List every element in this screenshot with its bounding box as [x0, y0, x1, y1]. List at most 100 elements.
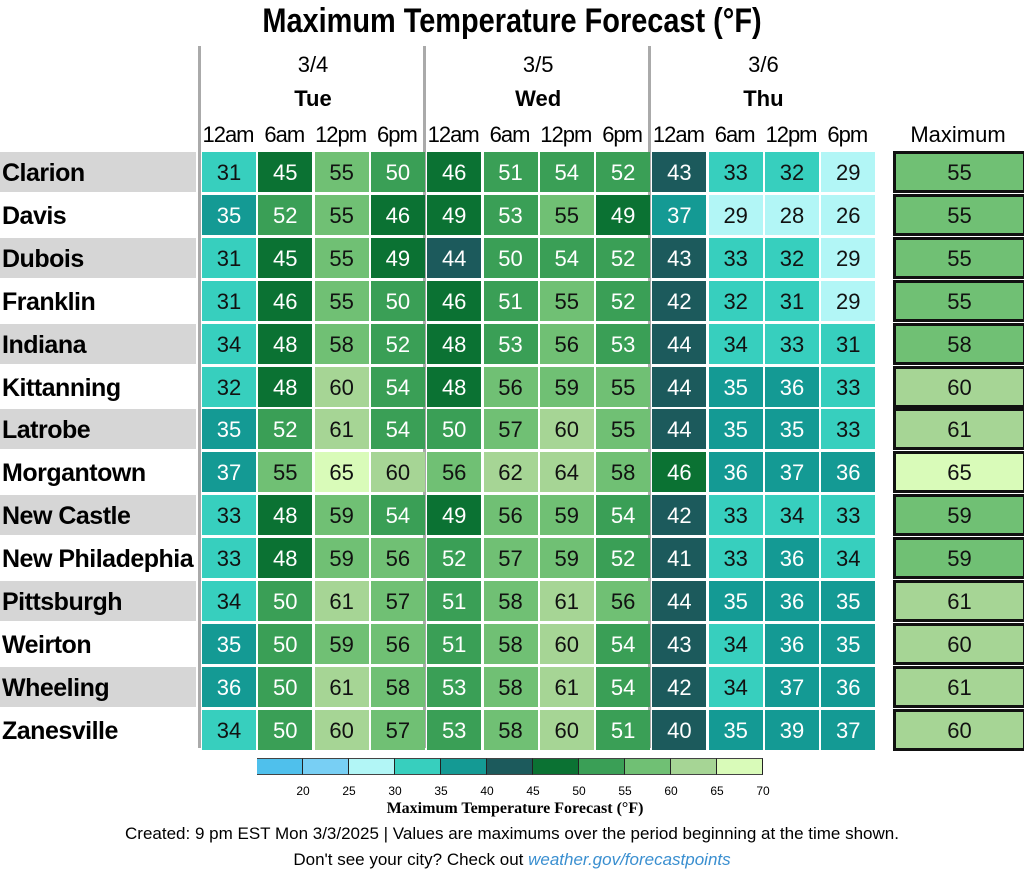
heatmap-cell: 54	[370, 366, 425, 407]
heatmap-cell: 56	[483, 495, 538, 536]
heatmap-cell: 34	[708, 323, 763, 364]
colorbar-swatch	[533, 758, 579, 775]
heatmap-cell: 40	[652, 709, 707, 750]
heatmap-cell: 32	[202, 366, 256, 407]
heatmap-cell: 60	[370, 452, 425, 493]
heatmap-cell: 43	[652, 152, 707, 192]
heatmap-cell: 44	[652, 409, 707, 450]
heatmap-cell: 50	[370, 152, 425, 192]
day-date: 3/4	[297, 52, 329, 77]
heatmap-cell: 64	[539, 452, 594, 493]
heatmap-cell: 46	[370, 194, 425, 235]
heatmap-cell: 60	[539, 409, 594, 450]
forecastpoints-link[interactable]: weather.gov/forecastpoints	[528, 850, 731, 869]
time-label: 12pm	[315, 122, 367, 147]
heatmap-cell: 57	[370, 709, 425, 750]
day-name: Tue	[294, 86, 332, 111]
city-label: Kittanning	[0, 366, 196, 407]
max-cell: 60	[893, 622, 1024, 665]
heatmap-cell: 53	[483, 323, 538, 364]
colorbar-swatch	[349, 758, 395, 775]
time-label: 12am	[427, 122, 480, 147]
heatmap-cell: 35	[202, 194, 256, 235]
colorbar-tick: 55	[618, 784, 632, 798]
heatmap-cell: 51	[483, 152, 538, 192]
time-label: 12am	[202, 122, 254, 147]
heatmap-cell: 31	[202, 280, 256, 321]
heatmap-cell: 42	[652, 495, 707, 536]
heatmap-cell: 57	[483, 409, 538, 450]
heatmap-cell: 48	[427, 366, 482, 407]
heatmap-cell: 60	[314, 366, 369, 407]
heatmap-cell: 32	[765, 237, 819, 278]
heatmap-cell: 52	[258, 409, 313, 450]
heatmap-cell: 51	[427, 581, 482, 621]
heatmap-cell: 52	[596, 538, 651, 579]
time-label: 6pm	[376, 122, 418, 147]
colorbar-swatch	[625, 758, 671, 775]
heatmap-cell: 52	[596, 237, 651, 278]
heatmap-cell: 52	[258, 194, 313, 235]
heatmap-cell: 36	[821, 666, 876, 707]
heatmap-cell: 58	[483, 666, 538, 707]
heatmap-cell: 58	[483, 709, 538, 750]
heatmap-cell: 36	[821, 452, 876, 493]
colorbar-tick: 60	[664, 784, 678, 798]
colorbar-tick: 50	[572, 784, 586, 798]
colorbar-tick: 45	[526, 784, 540, 798]
city-label: Weirton	[0, 623, 196, 664]
heatmap-cell: 33	[202, 495, 256, 536]
heatmap-cell: 56	[596, 581, 651, 621]
city-label: Latrobe	[0, 409, 196, 450]
heatmap-cell: 45	[258, 152, 313, 192]
heatmap-cell: 41	[652, 538, 707, 579]
heatmap-cell: 50	[258, 623, 313, 664]
heatmap-cell: 37	[765, 452, 819, 493]
heatmap-cell: 50	[258, 709, 313, 750]
colorbar-swatch	[395, 758, 441, 775]
time-label: 6pm	[827, 122, 868, 147]
heatmap-cell: 48	[258, 323, 313, 364]
heatmap-cell: 55	[596, 409, 651, 450]
heatmap-cell: 57	[370, 581, 425, 621]
city-label: New Philadephia	[0, 538, 196, 579]
time-label: 12pm	[540, 122, 592, 147]
max-cell: 55	[893, 193, 1024, 236]
heatmap-cell: 44	[427, 237, 482, 278]
city-label: Zanesville	[0, 709, 196, 750]
heatmap-cell: 58	[483, 581, 538, 621]
heatmap-cell: 55	[539, 280, 594, 321]
heatmap-cell: 46	[427, 152, 482, 192]
heatmap-cell: 33	[708, 495, 763, 536]
day-name: Wed	[515, 86, 562, 111]
heatmap-cell: 52	[427, 538, 482, 579]
heatmap-cell: 60	[314, 709, 369, 750]
footer-prompt-text: Don't see your city? Check out	[293, 850, 529, 869]
colorbar-swatch	[303, 758, 349, 775]
footer-prompt: Don't see your city? Check out weather.g…	[0, 850, 1024, 870]
heatmap-cell: 50	[370, 280, 425, 321]
heatmap-cell: 31	[821, 323, 876, 364]
heatmap-cell: 61	[314, 581, 369, 621]
heatmap-cell: 42	[652, 666, 707, 707]
heatmap-cell: 52	[596, 280, 651, 321]
heatmap-cell: 29	[821, 280, 876, 321]
heatmap-cell: 32	[708, 280, 763, 321]
heatmap-cell: 51	[427, 623, 482, 664]
heatmap-cell: 35	[821, 623, 876, 664]
heatmap-cell: 56	[539, 323, 594, 364]
max-cell: 55	[893, 236, 1024, 279]
colorbar-tick: 40	[480, 784, 494, 798]
colorbar-swatch	[441, 758, 487, 775]
heatmap-cell: 62	[483, 452, 538, 493]
heatmap-cell: 35	[708, 709, 763, 750]
heatmap-cell: 33	[821, 409, 876, 450]
max-cell: 65	[893, 451, 1024, 494]
heatmap-cell: 51	[596, 709, 651, 750]
max-cell: 55	[893, 279, 1024, 322]
heatmap-cell: 37	[202, 452, 256, 493]
heatmap-cell: 44	[652, 366, 707, 407]
heatmap-cell: 55	[539, 194, 594, 235]
city-label: Franklin	[0, 280, 196, 321]
city-label: Davis	[0, 194, 196, 235]
